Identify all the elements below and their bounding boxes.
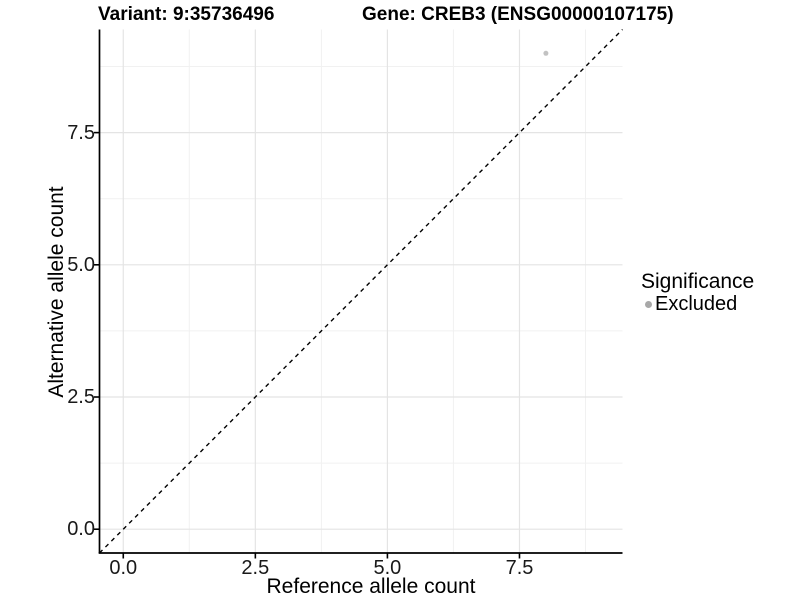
gene-title: Gene: CREB3 (ENSG00000107175) (362, 4, 674, 25)
identity-dashed-line (99, 29, 623, 554)
y-tick-label: 5.0 (67, 253, 95, 276)
y-axis-title: Alternative allele count (45, 186, 68, 398)
legend-point-icon (645, 300, 652, 308)
x-tick-label: 2.5 (241, 557, 270, 579)
y-tick-label: 0.0 (67, 518, 95, 541)
minor-gridlines (99, 29, 623, 553)
x-tick-label: 7.5 (505, 557, 534, 579)
x-tick-label: 5.0 (373, 557, 402, 579)
y-tick-label: 2.5 (67, 386, 95, 408)
y-tick-label: 7.5 (67, 121, 95, 144)
axis-tick-marks (94, 131, 521, 559)
legend-title: Significance (641, 270, 755, 293)
data-point-excluded (543, 50, 549, 56)
major-gridlines (99, 29, 623, 553)
legend-entry-label: Excluded (655, 292, 738, 315)
x-axis-title: Reference allele count (266, 575, 476, 598)
x-tick-label: 0.0 (109, 557, 138, 579)
legend-entry-excluded: Excluded (641, 292, 754, 315)
variant-title: Variant: 9:35736496 (98, 4, 275, 25)
legend: Significance Excluded (641, 270, 755, 315)
axis-lines (98, 29, 623, 554)
